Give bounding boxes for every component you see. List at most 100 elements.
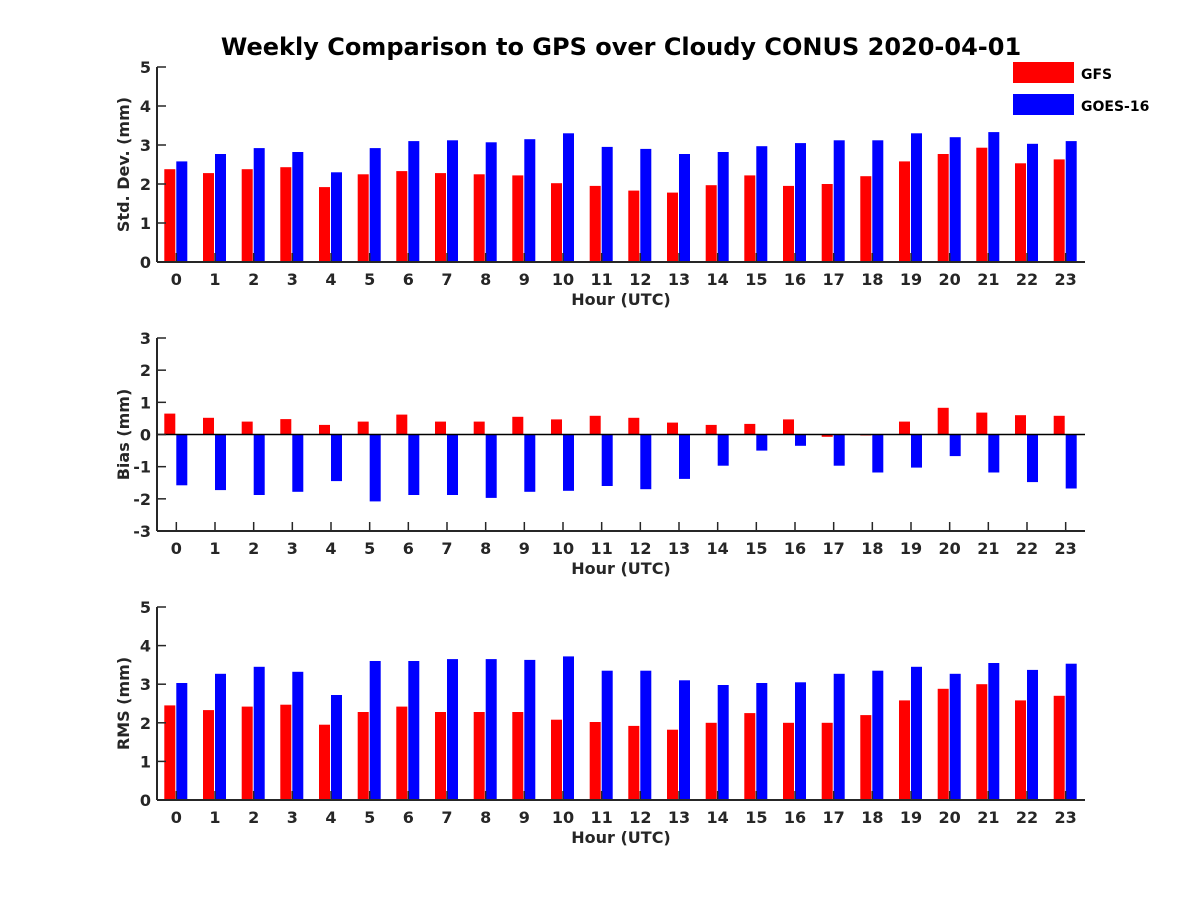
std-dev-x-tick-label: 0: [171, 270, 182, 289]
rms-bar-gfs-12: [628, 725, 640, 800]
rms-x-tick-label: 16: [784, 808, 806, 827]
rms-x-tick-label: 7: [441, 808, 452, 827]
rms-bar-gfs-20: [937, 688, 949, 800]
std-dev-x-tick-label: 14: [707, 270, 729, 289]
std-dev-x-tick-label: 5: [364, 270, 375, 289]
bias-x-tick-label: 18: [861, 539, 883, 558]
bias-bar-gfs-21: [976, 412, 988, 435]
bias-x-tick-label: 7: [441, 539, 452, 558]
std-dev-x-tick-label: 9: [519, 270, 530, 289]
rms-y-tick-label: 2: [140, 714, 151, 733]
std-dev-x-tick-label: 19: [900, 270, 922, 289]
bias-bar-goes16-5: [369, 434, 381, 502]
rms-y-tick-label: 3: [140, 675, 151, 694]
std-dev-bar-goes16-4: [331, 172, 342, 262]
rms-bar-goes16-9: [524, 659, 536, 800]
std-dev-y-tick-label: 0: [140, 253, 151, 272]
rms-x-tick-label: 3: [287, 808, 298, 827]
bias-bar-goes16-4: [331, 434, 342, 482]
rms-bar-goes16-13: [679, 680, 690, 800]
rms-bar-gfs-22: [1015, 700, 1026, 800]
rms-x-tick-label: 4: [325, 808, 336, 827]
std-dev-bar-gfs-9: [512, 175, 524, 262]
rms-bar-goes16-11: [601, 670, 613, 800]
rms-bar-gfs-6: [396, 706, 408, 800]
bias-bar-gfs-16: [783, 419, 794, 435]
bias-bar-gfs-12: [628, 417, 640, 435]
rms-bar-goes16-23: [1065, 663, 1077, 800]
rms-x-tick-label: 1: [209, 808, 220, 827]
rms-bar-gfs-11: [589, 722, 601, 800]
rms-x-tick-label: 11: [591, 808, 613, 827]
bias-bar-gfs-19: [899, 421, 910, 435]
bias-bar-gfs-22: [1015, 415, 1026, 435]
std-dev-bar-gfs-5: [357, 174, 369, 263]
std-dev-x-tick-label: 18: [861, 270, 883, 289]
bias-x-tick-label: 22: [1016, 539, 1038, 558]
bias-bar-goes16-9: [524, 434, 536, 492]
rms-x-tick-label: 10: [552, 808, 574, 827]
bias-bar-goes16-22: [1027, 434, 1038, 483]
rms-bar-gfs-0: [164, 705, 176, 800]
std-dev-x-tick-label: 20: [939, 270, 961, 289]
bias-x-tick-label: 2: [248, 539, 259, 558]
std-dev-x-axis-label: Hour (UTC): [571, 290, 671, 309]
std-dev-bar-goes16-8: [485, 142, 497, 262]
bias-bar-gfs-2: [241, 421, 253, 435]
bias-bar-goes16-7: [447, 434, 458, 495]
bias-y-tick-label: 2: [140, 361, 151, 380]
bias-bar-gfs-13: [667, 422, 678, 435]
bias-bar-gfs-14: [705, 424, 717, 435]
bias-y-tick-label: -1: [133, 458, 151, 477]
bias-y-tick-label: 3: [140, 329, 151, 348]
rms-bar-goes16-22: [1027, 669, 1038, 800]
rms-bar-gfs-3: [280, 704, 292, 800]
std-dev-bar-goes16-7: [447, 140, 458, 262]
bias-x-tick-label: 5: [364, 539, 375, 558]
std-dev-y-tick-label: 5: [140, 58, 151, 77]
std-dev-bar-gfs-18: [860, 176, 872, 262]
bias-bar-goes16-21: [988, 434, 1000, 473]
rms-x-tick-label: 20: [939, 808, 961, 827]
bias-bar-gfs-0: [164, 413, 176, 435]
rms-x-tick-label: 19: [900, 808, 922, 827]
rms-bar-gfs-15: [744, 713, 756, 800]
bias-bar-gfs-6: [396, 414, 408, 435]
std-dev-bar-gfs-10: [551, 183, 562, 262]
rms-x-tick-label: 17: [823, 808, 845, 827]
rms-x-tick-label: 18: [861, 808, 883, 827]
std-dev-bar-gfs-1: [203, 173, 214, 262]
std-dev-bar-goes16-0: [176, 161, 188, 262]
rms-bar-goes16-7: [447, 659, 458, 800]
rms-bar-gfs-23: [1053, 695, 1065, 800]
std-dev-x-tick-label: 3: [287, 270, 298, 289]
bias-x-tick-label: 15: [745, 539, 767, 558]
bias-bar-gfs-7: [435, 421, 446, 435]
rms-bar-gfs-16: [783, 722, 794, 800]
bias-bar-gfs-10: [551, 419, 562, 435]
std-dev-bar-goes16-1: [215, 154, 226, 262]
std-dev-bar-goes16-9: [524, 139, 536, 262]
bias-bar-gfs-4: [319, 424, 330, 435]
rms-bar-gfs-17: [821, 722, 833, 800]
std-dev-bar-gfs-15: [744, 175, 756, 262]
bias-bar-gfs-5: [357, 421, 369, 435]
std-dev-x-tick-label: 22: [1016, 270, 1038, 289]
std-dev-bar-gfs-23: [1053, 159, 1065, 262]
std-dev-bar-gfs-7: [435, 173, 446, 262]
bias-x-tick-label: 20: [939, 539, 961, 558]
std-dev-x-tick-label: 6: [403, 270, 414, 289]
rms-bar-goes16-21: [988, 663, 1000, 800]
bias-x-tick-label: 21: [977, 539, 999, 558]
bias-bar-gfs-9: [512, 416, 524, 435]
bias-y-tick-label: 0: [140, 426, 151, 445]
legend-label-gfs: GFS: [1081, 67, 1112, 83]
rms-bar-goes16-19: [911, 666, 922, 800]
rms-bar-goes16-2: [253, 666, 265, 800]
std-dev-bar-goes16-6: [408, 141, 420, 262]
bias-bar-gfs-8: [473, 421, 485, 435]
rms-bar-goes16-12: [640, 670, 652, 800]
bias-bar-gfs-15: [744, 423, 756, 435]
